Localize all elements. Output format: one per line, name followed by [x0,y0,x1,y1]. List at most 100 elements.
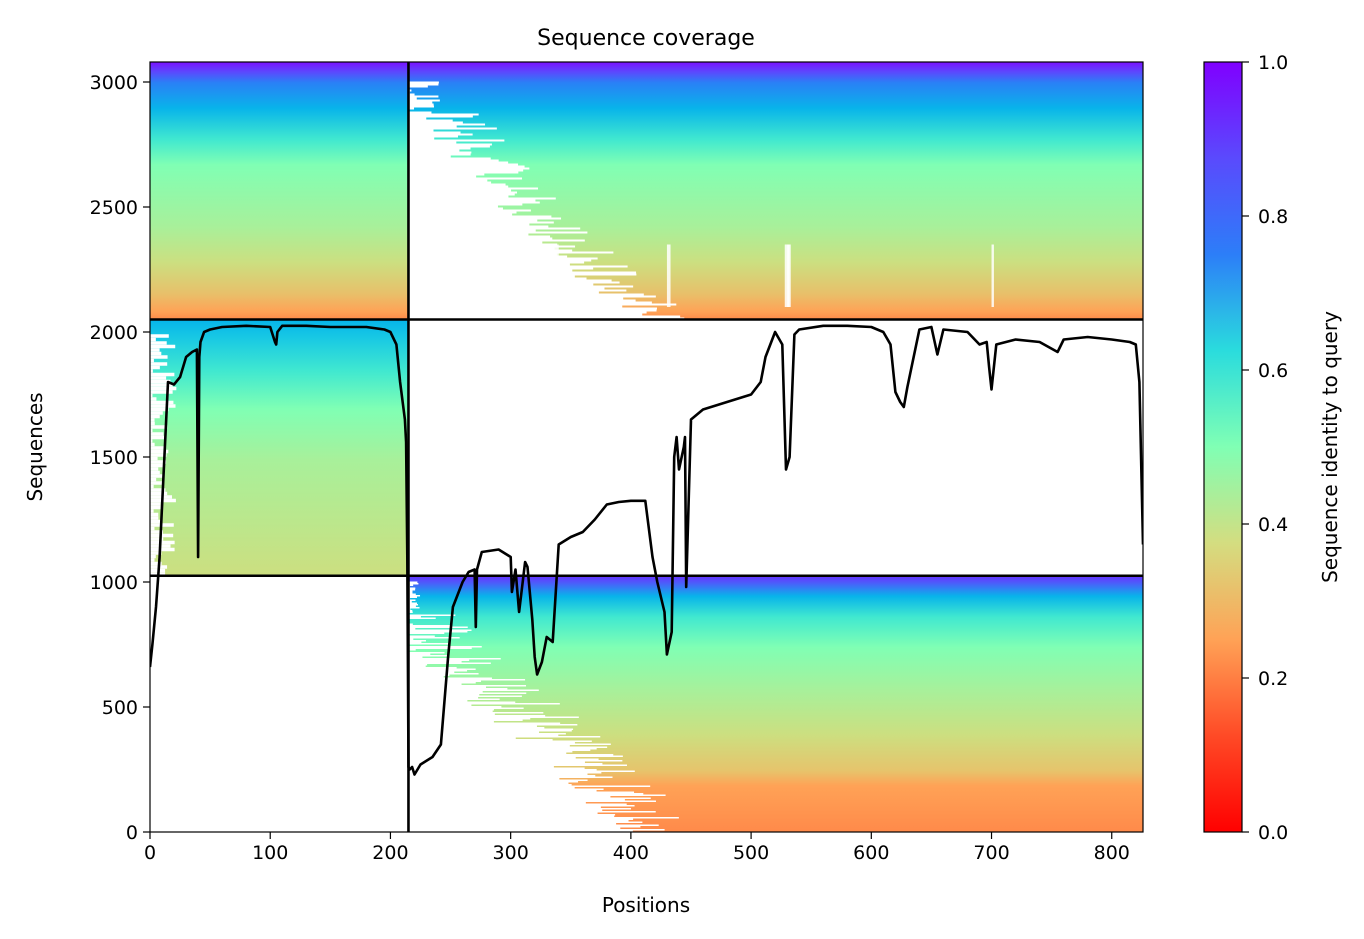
gap-strip-top [408,225,549,228]
gap-strip-bottom [408,671,455,673]
gap-strip-top [408,185,509,188]
gap-strip-top [408,171,519,174]
gap-strip-top [408,81,439,84]
gap-strip-bottom [408,688,508,690]
gap-strip-top [408,97,417,100]
gap-strip-bottom [408,652,445,654]
gap-strip-bottom [408,674,450,676]
gap-strip-top [408,153,471,156]
gap-strip-mid [150,449,169,454]
gap-strip-top [408,121,463,124]
gap-strip-top [408,183,506,186]
gap-strip-bottom [408,782,569,784]
gap-strip-top [408,285,634,288]
gap-strip-top [408,231,588,234]
gap-strip-bottom [408,727,545,729]
gap-strip-mid [150,558,155,562]
gap-strip-mid [150,376,167,380]
gap-strip-bottom [408,760,623,762]
gap-strip-bottom [408,632,445,634]
gap-strip-top [408,227,581,230]
gap-strip-top [408,241,543,244]
gap-strip-bottom [408,809,603,811]
gap-strip-bottom [408,817,679,819]
colorbar-label: Sequence identity to query [1318,311,1342,583]
gap-strip-bottom [408,776,613,778]
colorbar-tick-label: 0.2 [1258,668,1288,690]
gap-strip-bottom [408,653,431,655]
gap-strip-bottom [408,601,412,603]
gap-strip-bottom [408,716,579,718]
gap-strip-mid [150,411,163,415]
gap-strip-top [408,165,525,168]
gap-strip-bottom [408,763,603,765]
gap-strip-mid [150,484,154,489]
gap-strip-mid [150,502,161,506]
y-axis-label: Sequences [23,392,47,501]
gap-strip-mid [150,435,165,440]
gap-strip-bottom [408,731,540,733]
gap-strip-bottom [408,670,468,672]
gap-strip-bottom [408,610,413,612]
gap-strip-top [408,201,540,204]
gap-strip-mid [150,418,155,422]
gap-strip-top [408,219,538,222]
gap-strip-top [408,191,518,194]
gap-strip-bottom [408,659,470,661]
gap-strip-top [408,115,473,118]
x-tick-label: 700 [973,842,1009,864]
gap-strip-top [408,271,637,274]
gap-strip-mid [150,428,153,433]
gap-strip-bottom [408,803,627,805]
gap-strip-top [408,281,620,284]
gap-strip-top [408,283,594,286]
gap-strip-top [408,129,434,132]
gap-strip-top [408,139,505,142]
gap-strip-bottom [408,703,560,705]
gap-strip-top [408,315,681,318]
gap-strip-bottom [408,614,456,616]
gap-strip-top [408,125,457,128]
gap-strip-bottom [408,737,516,739]
gap-strip-top [408,277,587,280]
gap-strip-top [408,101,433,104]
gap-strip-bottom [408,623,413,625]
gap-strip-top [408,159,499,162]
gap-strip-mid [150,432,164,436]
gap-strip-top [408,295,656,298]
gap-strip-bottom [408,590,413,592]
gap-strip-top [408,193,515,196]
gap-strip-bottom [408,686,486,688]
gap-strip-top [408,305,623,308]
gap-strip-bottom [408,655,450,657]
gap-strip-bottom [408,661,462,663]
gap-strip-bottom [408,724,578,726]
gap-strip-top [408,149,460,152]
gap-strip-top [408,249,573,252]
gap-strip-bottom [408,701,516,703]
gap-strip-top [408,93,415,96]
colorbar-tick-label: 0.8 [1258,206,1288,228]
gap-strip-bottom [408,808,631,810]
gap-strip-bottom [408,706,502,708]
gap-strip-mid [150,358,154,363]
heatmap-block-2 [150,319,409,576]
gap-strip-mid [150,474,165,478]
gap-strip-top [408,197,556,200]
gap-strip-bottom [408,730,572,732]
gap-strip-top [408,253,557,256]
gap-strip-bottom [408,827,621,829]
gap-strip-bottom [408,806,601,808]
gap-strip-bottom [408,739,553,741]
gap-strip-top [408,267,594,270]
gap-strip-top [408,269,573,272]
gap-strip-bottom [408,823,617,825]
gap-strip-bottom [408,680,481,682]
gap-strip-bottom [408,815,615,817]
gap-strip-mid [150,453,167,457]
gap-strip-top [408,111,432,114]
gap-strip-bottom [408,707,524,709]
gap-strip-top [408,297,624,300]
gap-strip-top [408,299,636,302]
